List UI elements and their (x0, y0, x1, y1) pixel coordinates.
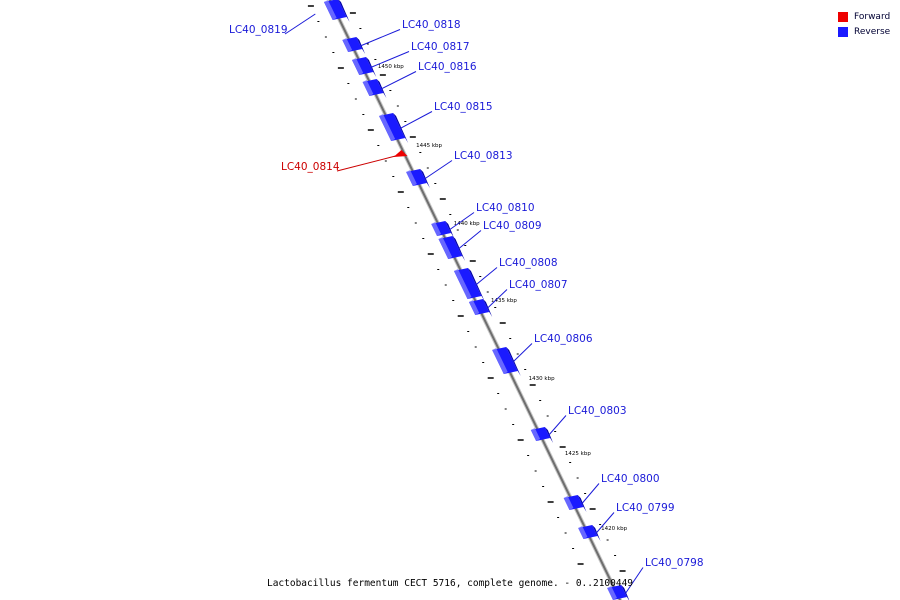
gene-label[interactable]: LC40_0806 (534, 333, 593, 345)
legend-forward: Forward (838, 9, 890, 24)
gene-box-side (621, 585, 630, 600)
gene-box-highlight (530, 428, 541, 441)
gene-connector (284, 13, 316, 35)
gene-label[interactable]: LC40_0813 (454, 150, 513, 162)
scale-tick-label: 1450 kbp (378, 64, 404, 70)
gene-box-highlight (431, 222, 442, 236)
gene-connector (360, 29, 401, 47)
gene-connector (424, 160, 453, 180)
gene-lc40_0807[interactable]: LC40_0807 (468, 279, 569, 317)
gene-lc40_0814[interactable]: LC40_0814 (281, 150, 408, 173)
gene-box-side (338, 0, 350, 22)
gene-lc40_0819[interactable]: LC40_0819 (229, 0, 350, 36)
gene-label[interactable]: LC40_0808 (499, 257, 558, 269)
forward-swatch (838, 11, 848, 22)
legend: Forward Reverse (838, 9, 890, 39)
scale-tick-label: 1430 kbp (529, 376, 555, 382)
gene-box-highlight (379, 114, 396, 141)
genome-caption: Lactobacillus fermentum CECT 5716, compl… (266, 578, 634, 589)
gene-connector (370, 51, 410, 68)
gene-label[interactable]: LC40_0799 (616, 502, 675, 514)
scale-tick-label: 1425 kbp (565, 451, 591, 457)
gene-connector (336, 155, 396, 172)
gene-box-highlight (323, 0, 337, 20)
gene-connector (380, 71, 417, 90)
gene-lc40_0816[interactable]: LC40_0816 (362, 61, 478, 98)
gene-connector (458, 230, 482, 250)
gene-label[interactable]: LC40_0810 (476, 202, 535, 214)
gene-lc40_0800[interactable]: LC40_0800 (563, 473, 661, 512)
gene-box-highlight (563, 496, 574, 510)
gene-label[interactable]: LC40_0798 (645, 557, 704, 569)
gene-lc40_0818[interactable]: LC40_0818 (342, 19, 462, 54)
gene-connector (475, 267, 498, 286)
scale-tick-label: 1435 kbp (491, 298, 517, 304)
gene-box-highlight (453, 269, 472, 299)
gene-label[interactable]: LC40_0818 (402, 19, 461, 31)
gene-lc40_0809[interactable]: LC40_0809 (438, 220, 543, 261)
gene-box-highlight (607, 586, 617, 600)
legend-reverse-label: Reverse (854, 26, 891, 37)
gene-lc40_0810[interactable]: LC40_0810 (431, 202, 536, 238)
gene-label[interactable]: LC40_0807 (509, 279, 568, 291)
legend-reverse: Reverse (838, 24, 890, 39)
gene-label[interactable]: LC40_0809 (483, 220, 542, 232)
gene-label[interactable]: LC40_0803 (568, 405, 627, 417)
gene-box-highlight (362, 80, 374, 96)
gene-lc40_0817[interactable]: LC40_0817 (351, 41, 471, 77)
gene-connector (595, 512, 615, 534)
scale-tick-label: 1420 kbp (601, 526, 627, 532)
gene-box-highlight (438, 237, 453, 259)
gene-lc40_0799[interactable]: LC40_0799 (578, 502, 676, 541)
gene-lc40_0803[interactable]: LC40_0803 (530, 405, 628, 443)
gene-connector (486, 289, 508, 309)
gene-box-highlight (578, 526, 588, 539)
gene-label[interactable]: LC40_0819 (229, 24, 288, 36)
gene-lc40_0798[interactable]: LC40_0798 (607, 557, 705, 600)
gene-label[interactable]: LC40_0816 (418, 61, 477, 73)
gene-label[interactable]: LC40_0817 (411, 41, 470, 53)
gene-box-highlight (342, 38, 353, 52)
gene-connector (448, 212, 475, 231)
gene-arrow-forward (393, 150, 408, 157)
gene-lc40_0808[interactable]: LC40_0808 (453, 257, 559, 301)
gene-box-highlight (492, 348, 508, 374)
scale-tick-label: 1445 kbp (416, 143, 442, 149)
gene-lc40_0806[interactable]: LC40_0806 (492, 333, 594, 376)
gene-connector (581, 483, 600, 505)
reverse-swatch (838, 26, 848, 37)
gene-box-highlight (468, 300, 480, 315)
gene-connector (512, 343, 533, 363)
gene-label[interactable]: LC40_0800 (601, 473, 660, 485)
gene-box-highlight (351, 58, 364, 75)
gene-connector (548, 415, 567, 436)
gene-label[interactable]: LC40_0814 (281, 161, 340, 173)
gene-box-highlight (406, 170, 417, 186)
scale-tick-label: 1440 kbp (454, 221, 480, 227)
gene-connector (399, 111, 433, 129)
gene-label[interactable]: LC40_0815 (434, 101, 493, 113)
legend-forward-label: Forward (854, 11, 891, 22)
gene-lc40_0813[interactable]: LC40_0813 (406, 150, 514, 188)
gene-lc40_0815[interactable]: LC40_0815 (379, 101, 494, 143)
gene-connector (624, 567, 644, 595)
